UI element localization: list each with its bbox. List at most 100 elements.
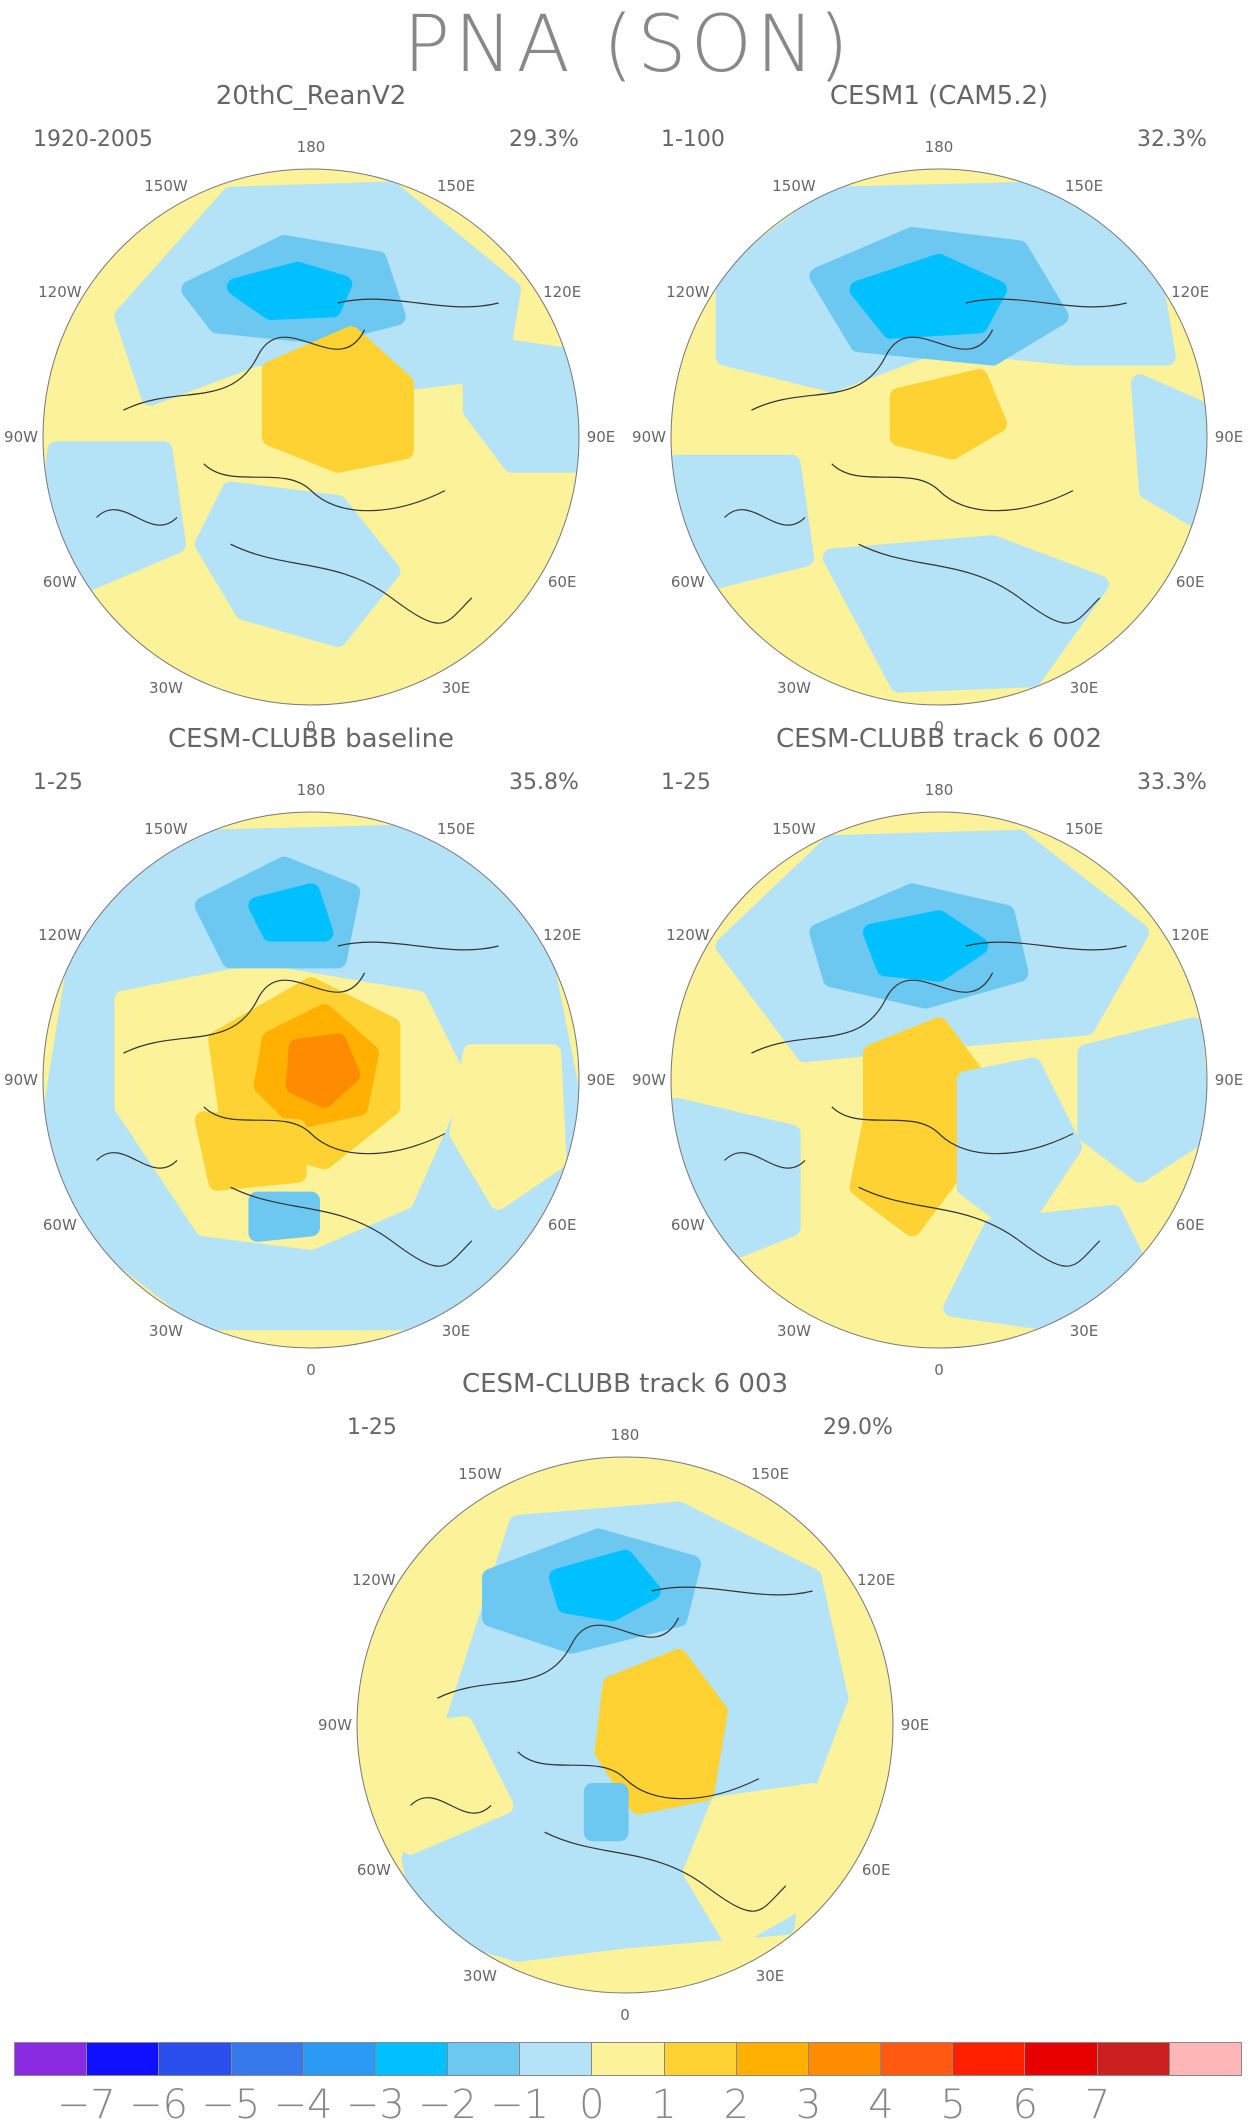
longitude-label: 120W: [352, 1571, 396, 1589]
anomaly-contour: [227, 261, 353, 320]
longitude-label: 120E: [857, 1571, 896, 1589]
panel-variance: 29.3%: [509, 127, 579, 152]
coastline: [965, 298, 1127, 308]
longitude-label: 120W: [666, 926, 710, 944]
panel-title: 20thC_ReanV2: [215, 81, 407, 111]
longitude-label: 0: [306, 718, 316, 736]
coastline: [123, 972, 366, 1054]
longitude-label: 120E: [543, 926, 582, 944]
panel-years: 1920-2005: [33, 127, 153, 152]
longitude-label: 150W: [144, 819, 188, 838]
longitude-label: 0: [934, 1361, 944, 1379]
coastline: [410, 1797, 492, 1814]
colorbar-swatch: [664, 2043, 737, 2075]
anomaly-contour: [194, 1111, 307, 1191]
anomaly-contour: [889, 369, 1007, 460]
longitude-label: 120W: [666, 283, 710, 301]
longitude-label: 30W: [777, 1322, 811, 1341]
longitude-label: 60W: [670, 573, 705, 591]
coastline: [123, 329, 366, 411]
colorbar-tick-label: 5: [940, 2082, 966, 2128]
anomaly-contour: [261, 326, 414, 473]
anomaly-contour: [956, 1057, 1082, 1237]
coastline: [651, 1586, 813, 1596]
coastline: [517, 1751, 760, 1800]
colorbar-tick-label: −5: [201, 2082, 261, 2128]
longitude-label: 30E: [441, 679, 471, 698]
longitude-label: 30E: [755, 1967, 785, 1986]
longitude-label: 150E: [1064, 819, 1104, 838]
anomaly-contour: [248, 1191, 320, 1242]
colorbar-swatch: [375, 2043, 449, 2075]
colorbar-tick-label: 7: [1084, 2082, 1111, 2128]
longitude-label: 60W: [42, 573, 77, 591]
longitude-label: 90W: [4, 428, 38, 446]
panel-variance: 33.3%: [1137, 770, 1207, 795]
colorbar-swatch: [448, 2043, 521, 2075]
longitude-label: 150W: [458, 1464, 502, 1483]
longitude-label: 150E: [750, 1464, 790, 1483]
map-border: [356, 1456, 894, 1994]
colorbar-swatch: [1025, 2043, 1098, 2075]
colorbar-tick-label: 4: [868, 2082, 894, 2128]
anomaly-contour: [594, 1649, 728, 1815]
anomaly-contour: [822, 535, 1109, 693]
colorbar-tick-label: −6: [128, 2082, 188, 2128]
anomaly-contour: [194, 481, 401, 647]
anomaly-contour: [943, 1205, 1149, 1331]
anomaly-contour: [1131, 374, 1207, 527]
panel-years: 1-25: [661, 770, 711, 795]
anomaly-contour: [285, 1033, 361, 1108]
map-border: [670, 811, 1208, 1349]
longitude-label: 90W: [632, 1071, 666, 1089]
longitude-label: 150W: [772, 819, 816, 838]
longitude-label: 60W: [42, 1216, 77, 1234]
longitude-label: 120W: [38, 283, 82, 301]
longitude-label: 30E: [1069, 1322, 1099, 1341]
longitude-label: 30W: [463, 1967, 497, 1986]
longitude-label: 180: [296, 781, 326, 799]
anomaly-contour: [863, 910, 989, 982]
coastline: [203, 463, 446, 512]
panel-title: CESM-CLUBB baseline: [167, 724, 455, 754]
colorbar-swatch: [953, 2043, 1026, 2075]
longitude-label: 30E: [441, 1322, 471, 1341]
coastline: [858, 1186, 1101, 1267]
panel-years: 1-25: [33, 770, 83, 795]
longitude-label: 90E: [586, 428, 616, 446]
longitude-label: 0: [620, 2006, 630, 2024]
coastline: [337, 298, 499, 308]
panel-years: 1-25: [347, 1415, 397, 1440]
colorbar-swatch: [808, 2043, 882, 2075]
longitude-label: 0: [306, 1361, 316, 1379]
colorbar-tick-label: −1: [490, 2082, 550, 2128]
longitude-label: 90E: [1214, 1071, 1244, 1089]
colorbar-swatch: [1097, 2043, 1170, 2075]
coastline: [203, 1106, 446, 1155]
coastline: [751, 972, 994, 1054]
colorbar-swatch: [592, 2043, 665, 2075]
map-panel: [42, 811, 580, 1349]
coastline: [831, 463, 1074, 512]
longitude-label: 150E: [436, 819, 476, 838]
panel-variance: 32.3%: [1137, 127, 1207, 152]
longitude-label: 30W: [149, 1322, 183, 1341]
coastline: [437, 1617, 680, 1699]
colorbar-swatch: [231, 2043, 304, 2075]
maps-figure: [42, 168, 1208, 1994]
longitude-label: 30W: [149, 679, 183, 698]
longitude-label: 150E: [436, 176, 476, 195]
panel-variance: 35.8%: [509, 770, 579, 795]
longitude-label: 150W: [772, 176, 816, 195]
longitude-label: 30E: [1069, 679, 1099, 698]
longitude-label: 60E: [1175, 1216, 1205, 1234]
longitude-label: 90E: [1214, 428, 1244, 446]
panel-title: CESM1 (CAM5.2): [829, 81, 1049, 111]
longitude-label: 150E: [1064, 176, 1104, 195]
longitude-label: 60E: [547, 573, 577, 591]
anomaly-contour: [248, 883, 334, 942]
longitude-label: 180: [924, 781, 954, 799]
coastline: [751, 329, 994, 411]
colorbar-tick-label: −4: [273, 2082, 333, 2128]
colorbar-swatch: [15, 2043, 88, 2075]
